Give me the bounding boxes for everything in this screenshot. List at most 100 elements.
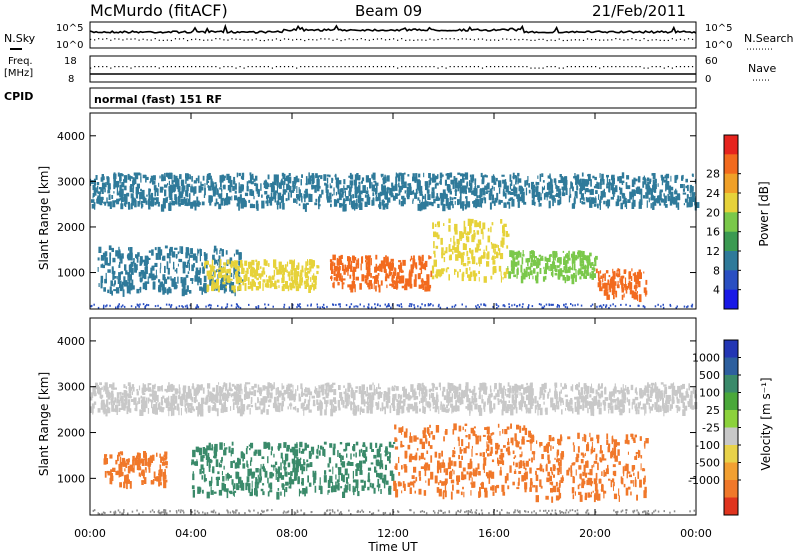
ground-scatter-cell	[477, 304, 479, 306]
scatter-cell	[529, 487, 532, 492]
scatter-cell	[508, 199, 510, 201]
scatter-cell	[285, 281, 288, 289]
scatter-cell	[98, 257, 100, 260]
nsearch-point	[542, 39, 543, 40]
scatter-cell	[432, 435, 435, 440]
scatter-cell	[128, 202, 130, 207]
scatter-cell	[576, 458, 578, 462]
scatter-cell	[365, 456, 367, 461]
scatter-cell	[603, 470, 605, 477]
nsearch-point	[361, 38, 362, 39]
scatter-cell	[131, 203, 133, 209]
nave-point	[134, 66, 135, 67]
scatter-cell	[624, 287, 626, 291]
scatter-cell	[290, 186, 292, 189]
scatter-cell	[191, 265, 194, 272]
scatter-cell	[443, 223, 444, 226]
scatter-cell	[270, 183, 273, 187]
scatter-cell	[371, 285, 373, 289]
nsearch-point	[676, 40, 677, 41]
scatter-cell	[627, 464, 629, 472]
scatter-cell	[425, 398, 426, 406]
scatter-cell	[342, 276, 343, 284]
ground-scatter-cell	[504, 305, 506, 307]
scatter-cell	[356, 463, 359, 468]
ground-scatter-cell	[385, 304, 387, 306]
nsearch-point	[530, 40, 531, 41]
scatter-cell	[273, 454, 274, 458]
scatter-cell	[557, 468, 560, 470]
scatter-cell	[279, 269, 282, 274]
scatter-cell	[304, 491, 306, 496]
scatter-cell	[159, 469, 162, 476]
nsearch-point	[155, 38, 156, 39]
scatter-cell	[470, 175, 472, 178]
scatter-cell	[554, 458, 555, 460]
ground-scatter-cell	[146, 304, 148, 306]
scatter-cell	[633, 438, 636, 441]
scatter-cell	[155, 247, 157, 250]
scatter-cell	[604, 283, 606, 287]
scatter-cell	[480, 188, 483, 192]
scatter-cell	[230, 475, 232, 478]
scatter-cell	[516, 487, 519, 489]
scatter-cell	[270, 199, 272, 206]
scatter-cell	[521, 475, 524, 482]
nsearch-point	[401, 38, 402, 39]
scatter-cell	[125, 197, 128, 205]
scatter-cell	[443, 189, 446, 195]
scatter-cell	[404, 464, 407, 468]
scatter-cell	[492, 485, 495, 491]
scatter-cell	[127, 282, 128, 286]
scatter-cell	[483, 435, 486, 437]
scatter-cell	[540, 174, 542, 182]
station-title: McMurdo (fitACF)	[90, 1, 228, 20]
nave-point	[514, 66, 515, 67]
scatter-cell	[109, 256, 111, 264]
scatter-cell	[212, 469, 214, 472]
scatter-cell	[350, 453, 351, 459]
scatter-cell	[413, 435, 416, 441]
scatter-cell	[334, 487, 337, 491]
scatter-cell	[257, 189, 260, 194]
scatter-cell	[280, 492, 282, 496]
nave-point	[627, 66, 628, 67]
scatter-cell	[270, 472, 273, 475]
scatter-cell	[595, 483, 598, 491]
scatter-cell	[567, 436, 570, 439]
ground-scatter-cell	[379, 305, 381, 307]
scatter-cell	[284, 470, 285, 476]
scatter-cell	[480, 453, 482, 457]
nave-point	[429, 66, 430, 67]
ground-scatter-cell	[565, 306, 567, 308]
scatter-cell	[398, 260, 401, 262]
scatter-cell	[307, 271, 310, 274]
scatter-cell	[311, 185, 313, 190]
scatter-cell	[466, 196, 468, 203]
scatter-cell	[267, 456, 268, 463]
nsearch-point	[130, 39, 131, 40]
nave-point	[474, 66, 475, 67]
scatter-cell	[617, 442, 620, 446]
nave-point	[179, 66, 180, 67]
scatter-cell	[462, 487, 464, 490]
scatter-cell	[692, 174, 693, 177]
scatter-cell	[407, 174, 409, 176]
scatter-cell	[577, 252, 579, 254]
scatter-cell	[461, 492, 463, 496]
scatter-cell	[166, 466, 168, 468]
scatter-cell	[306, 487, 308, 492]
scatter-cell	[637, 291, 638, 293]
scatter-cell	[635, 480, 637, 488]
scatter-cell	[385, 465, 387, 470]
scatter-cell	[559, 496, 560, 499]
nsearch-point	[680, 39, 681, 40]
nsearch-point	[118, 38, 119, 39]
scatter-cell	[246, 483, 249, 487]
cpid-value: normal (fast) 151 RF	[94, 93, 222, 106]
nave-point	[623, 66, 624, 67]
scatter-cell	[106, 197, 107, 203]
nave-point	[171, 66, 172, 67]
scatter-cell	[432, 222, 434, 229]
scatter-cell	[402, 286, 404, 289]
